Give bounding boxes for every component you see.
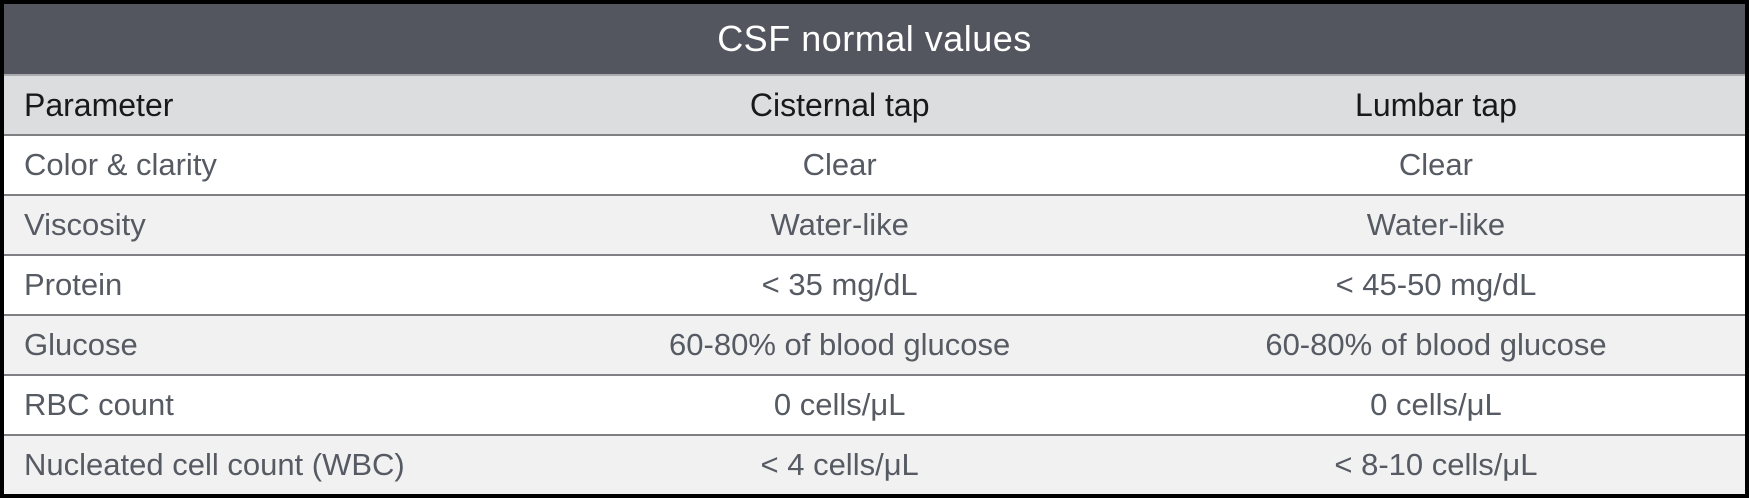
table-row: Protein < 35 mg/dL < 45-50 mg/dL (4, 255, 1745, 315)
cisternal-value-cell: Water-like (770, 207, 909, 242)
column-header-parameter: Parameter (4, 75, 553, 135)
parameter-cell: RBC count (24, 387, 174, 422)
parameter-cell: Color & clarity (24, 147, 217, 182)
table-row: Color & clarity Clear Clear (4, 135, 1745, 195)
parameter-cell: Nucleated cell count (WBC) (24, 447, 405, 482)
table-row: Glucose 60-80% of blood glucose 60-80% o… (4, 315, 1745, 375)
parameter-cell: Viscosity (24, 207, 146, 242)
lumbar-value-cell: Clear (1398, 147, 1473, 182)
lumbar-value-cell: 0 cells/μL (1370, 387, 1502, 422)
column-header-lumbar-tap: Lumbar tap (1126, 75, 1745, 135)
parameter-cell: Glucose (24, 327, 138, 362)
table-title-bar: CSF normal values (4, 4, 1745, 74)
values-table: Parameter Cisternal tap Lumbar tap Color… (4, 74, 1745, 494)
cisternal-value-cell: Clear (802, 147, 877, 182)
header-row: Parameter Cisternal tap Lumbar tap (4, 75, 1745, 135)
lumbar-value-cell: < 8-10 cells/μL (1334, 447, 1538, 482)
cisternal-value-cell: 60-80% of blood glucose (669, 327, 1011, 362)
cisternal-value-cell: < 35 mg/dL (761, 267, 918, 302)
column-header-cisternal-tap: Cisternal tap (552, 75, 1127, 135)
table-row: RBC count 0 cells/μL 0 cells/μL (4, 375, 1745, 435)
lumbar-value-cell: Water-like (1366, 207, 1506, 242)
lumbar-value-cell: 60-80% of blood glucose (1265, 327, 1607, 362)
table-title: CSF normal values (717, 18, 1032, 59)
cisternal-value-cell: < 4 cells/μL (760, 447, 919, 482)
table-row: Nucleated cell count (WBC) < 4 cells/μL … (4, 435, 1745, 494)
parameter-cell: Protein (24, 267, 123, 302)
cisternal-value-cell: 0 cells/μL (773, 387, 906, 422)
table-row: Viscosity Water-like Water-like (4, 195, 1745, 255)
lumbar-value-cell: < 45-50 mg/dL (1335, 267, 1537, 302)
